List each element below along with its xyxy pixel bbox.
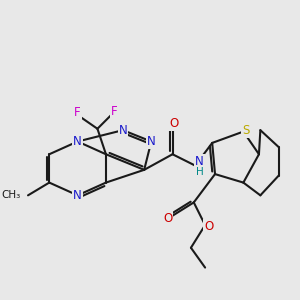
Text: O: O [163, 212, 172, 224]
Text: F: F [111, 105, 118, 118]
Text: N: N [147, 135, 156, 148]
Text: N: N [118, 124, 127, 137]
Text: N: N [73, 135, 82, 148]
Text: S: S [242, 124, 249, 137]
Text: N: N [195, 155, 204, 168]
Text: CH₃: CH₃ [2, 190, 21, 200]
Text: F: F [74, 106, 81, 119]
Text: H: H [196, 167, 203, 177]
Text: O: O [169, 117, 178, 130]
Text: O: O [204, 220, 213, 233]
Text: N: N [73, 189, 82, 202]
